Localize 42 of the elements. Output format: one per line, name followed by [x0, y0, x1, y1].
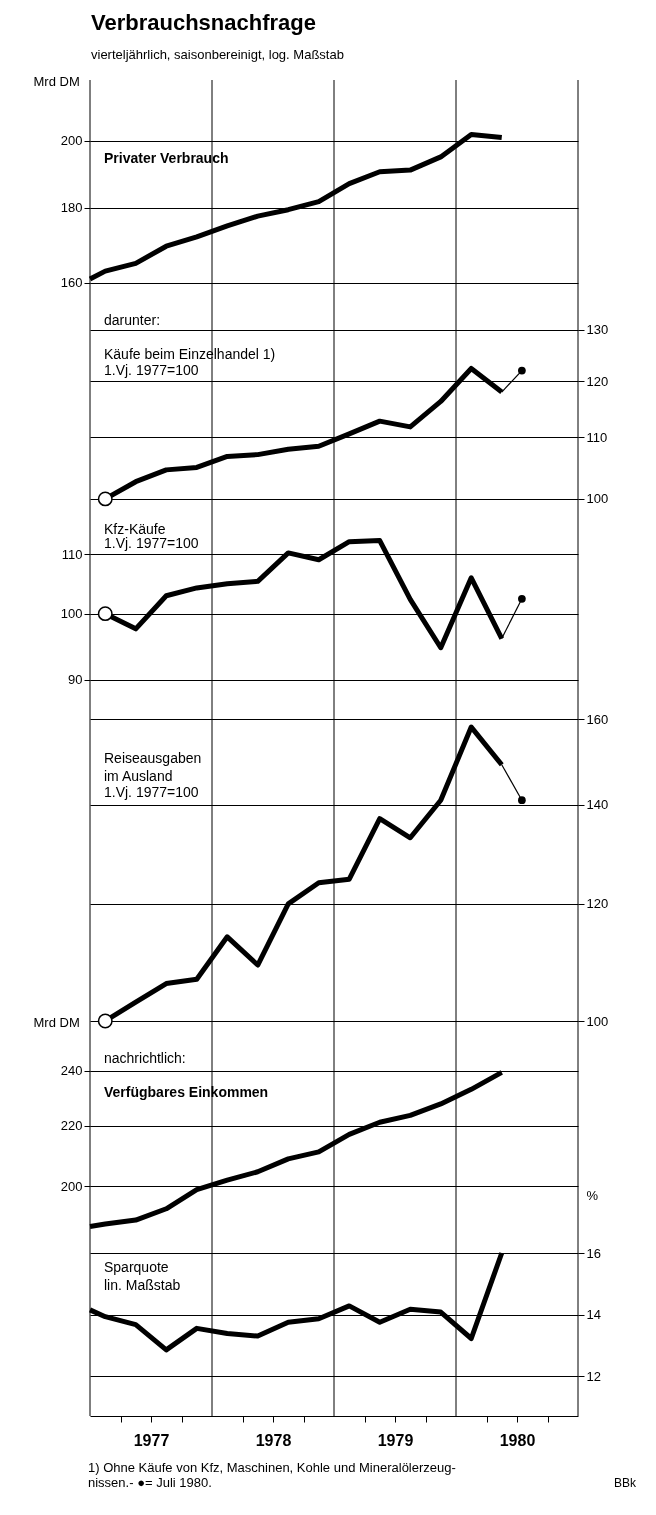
y-tick-label: 90 — [68, 672, 83, 688]
y2-tick-label: 110 — [586, 429, 608, 445]
x-tick-label: 1980 — [499, 1431, 536, 1449]
text: 1) Ohne Käufe von Kfz, Maschinen, Kohle und Mineralölerzeug- nissen.- ●= Juli 1980. — [88, 1460, 456, 1490]
x-tick-label: 1979 — [377, 1431, 414, 1449]
y2-tick-label: 100 — [586, 1013, 609, 1029]
y-tick-label: 110 — [61, 546, 83, 562]
text: 1.Vj. 1977=100 — [104, 784, 199, 800]
y-axis-title: Mrd DM — [33, 73, 80, 89]
text: BBk — [613, 1476, 637, 1490]
chart-subtitle: vierteljährlich, saisonbereinigt, log. Maßstab — [91, 47, 344, 62]
text: 1.Vj. 1977=100 — [104, 362, 199, 378]
y-tick-label: 220 — [60, 1118, 83, 1134]
y2-tick-label: 14 — [586, 1307, 601, 1323]
x-tick-label: 1978 — [255, 1431, 292, 1449]
text: Reiseausgaben im Ausland — [104, 750, 202, 784]
text: Privater Verbrauch — [104, 150, 229, 166]
text: Kfz-Käufe — [104, 521, 166, 537]
text: Sparquote lin. Maßstab — [104, 1259, 181, 1293]
y2-tick-label: 120 — [586, 373, 609, 389]
text: 1.Vj. 1977=100 — [104, 535, 199, 551]
y2-tick-label: 120 — [586, 896, 609, 912]
y-tick-label: 200 — [60, 133, 83, 149]
y2-tick-label: 130 — [586, 322, 609, 338]
y-tick-label: 100 — [60, 606, 83, 622]
y2-tick-label: 12 — [586, 1368, 601, 1384]
y2-tick-label: 140 — [586, 797, 609, 813]
y-tick-label: 240 — [60, 1063, 83, 1079]
y2-tick-label: 16 — [586, 1245, 601, 1261]
text: Verfügbares Einkommen — [104, 1084, 269, 1100]
annotation: nachrichtlich: — [104, 1050, 186, 1066]
x-tick-label: 1977 — [133, 1431, 170, 1449]
y2-axis-title: % — [586, 1187, 599, 1203]
y-tick-label: 200 — [60, 1178, 83, 1194]
y2-tick-label: 160 — [586, 711, 609, 727]
y2-tick-label: 100 — [586, 491, 609, 507]
annotation: darunter: — [104, 312, 161, 328]
text: Käufe beim Einzelhandel 1) — [104, 346, 276, 362]
y-axis-title: Mrd DM — [33, 1014, 80, 1030]
chart-title: Verbrauchsnachfrage — [91, 10, 316, 35]
y-tick-label: 180 — [60, 200, 83, 216]
y-tick-label: 160 — [60, 275, 83, 291]
